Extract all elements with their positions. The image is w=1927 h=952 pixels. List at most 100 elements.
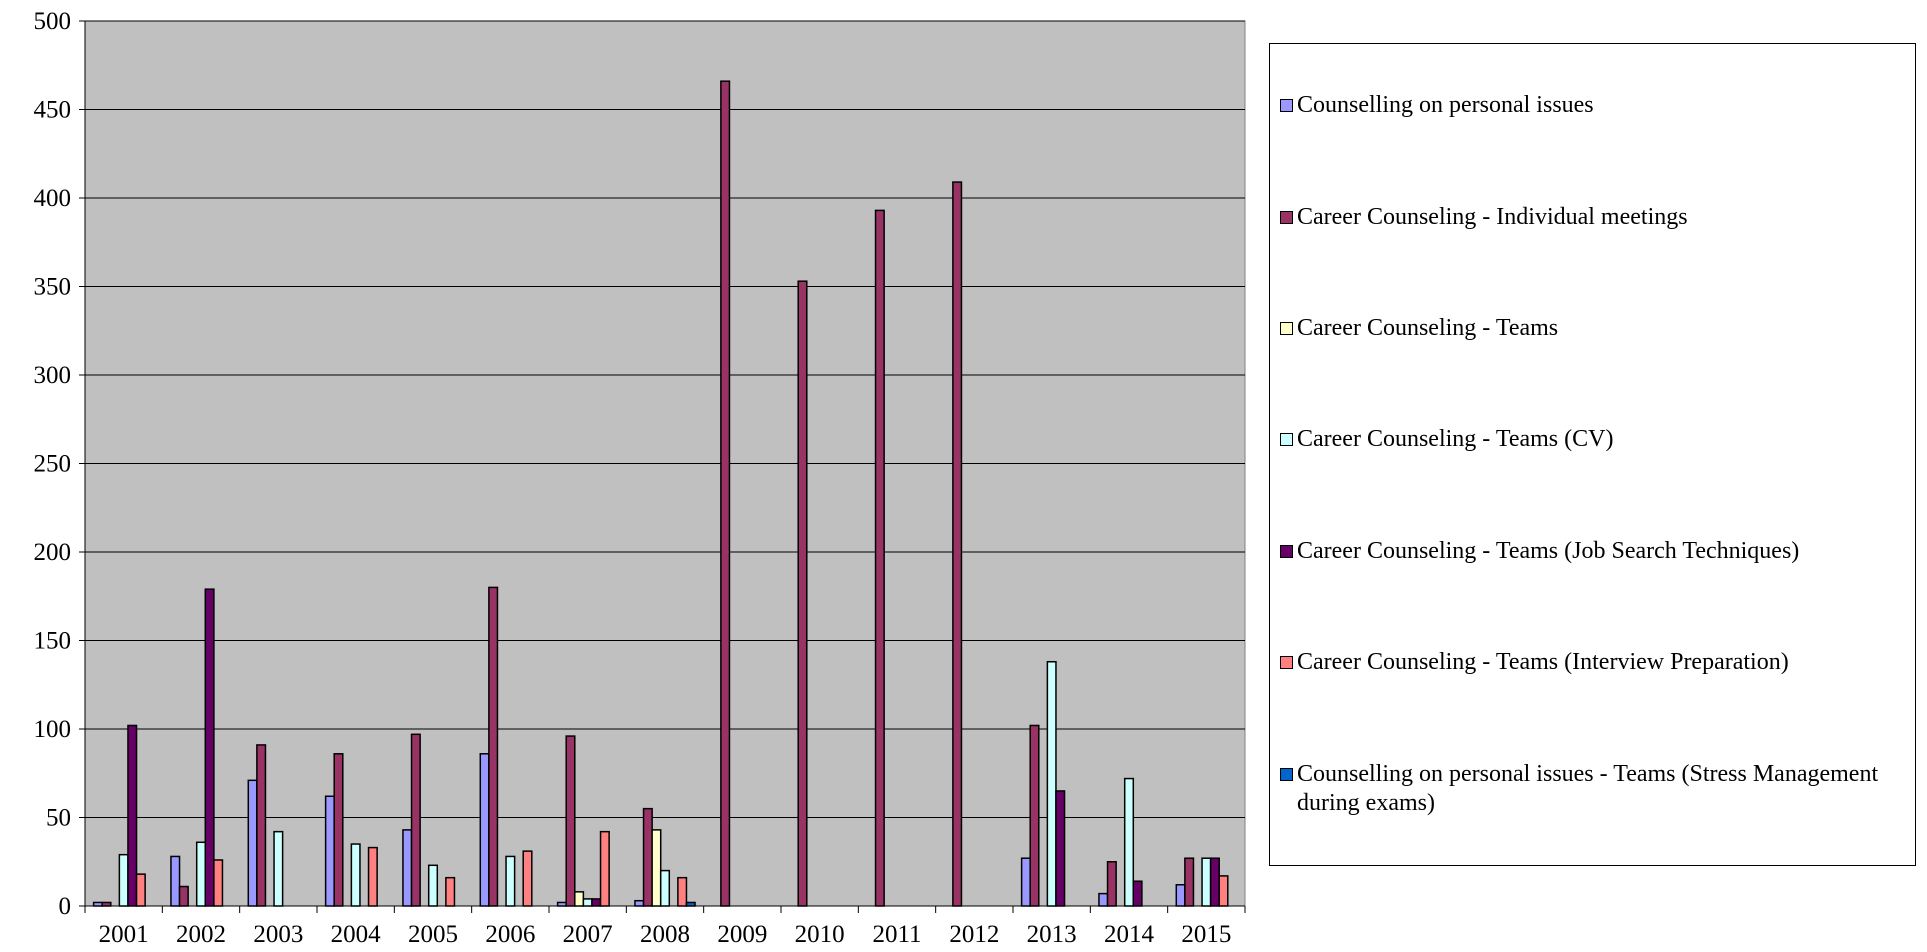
legend-item: Career Counseling - Teams (Job Search Te…	[1280, 537, 1907, 566]
bar	[101, 901, 112, 907]
legend-label: Career Counseling - Teams (Interview Pre…	[1297, 649, 1789, 676]
legend-label: Career Counseling - Teams	[1297, 315, 1559, 342]
legend-swatch	[1280, 767, 1293, 781]
bar	[1055, 790, 1066, 907]
legend-item: Counselling on personal issues	[1280, 91, 1907, 120]
x-tick-label: 2007	[563, 921, 613, 948]
x-tick-label: 2003	[253, 921, 303, 948]
bar	[565, 735, 576, 907]
bar	[127, 724, 138, 907]
bar	[642, 807, 653, 907]
x-tick-label: 2014	[1104, 921, 1155, 948]
x-tick-label: 2001	[99, 921, 149, 948]
bar	[599, 830, 610, 907]
legend-swatch	[1280, 433, 1293, 447]
y-tick-label: 400	[34, 185, 72, 212]
legend-item: Career Counseling - Teams	[1280, 314, 1907, 343]
legend: Counselling on personal issues Career Cou…	[1269, 43, 1916, 866]
x-tick-label: 2008	[640, 921, 690, 948]
y-tick-label: 50	[46, 805, 71, 832]
y-tick-label: 450	[34, 97, 72, 124]
legend-swatch	[1280, 322, 1293, 336]
legend-swatch	[1280, 99, 1293, 113]
legend-item: Career Counseling - Teams (Interview Pre…	[1280, 648, 1907, 677]
bar	[247, 779, 258, 907]
x-tick-label: 2004	[331, 921, 382, 948]
legend-label: Career Counseling - Teams (CV)	[1297, 426, 1614, 453]
bar	[505, 855, 516, 907]
bar	[170, 855, 181, 907]
bar	[659, 869, 671, 907]
bar	[256, 744, 267, 907]
bar	[582, 898, 593, 907]
legend-swatch	[1280, 210, 1293, 224]
y-tick-label: 350	[34, 274, 72, 301]
bar	[273, 830, 284, 907]
bar	[797, 280, 808, 907]
legend-item: Career Counseling - Teams (CV)	[1280, 425, 1907, 454]
bar	[1046, 660, 1057, 907]
bar	[720, 80, 731, 907]
bar	[213, 859, 224, 907]
bar	[118, 853, 129, 907]
bar	[1218, 875, 1229, 907]
bar	[677, 876, 688, 907]
bar	[1029, 724, 1040, 907]
x-tick-label: 2015	[1181, 921, 1231, 948]
bar	[178, 885, 189, 907]
bar	[204, 588, 215, 907]
bar	[574, 891, 585, 907]
legend-swatch	[1280, 544, 1293, 558]
bar	[195, 841, 207, 907]
legend-item: Career Counseling - Individual meetings	[1280, 203, 1907, 232]
bar	[685, 901, 696, 907]
bar	[1123, 777, 1135, 907]
bar	[333, 753, 344, 907]
bar	[350, 843, 361, 907]
bar	[874, 209, 885, 907]
bar	[1020, 857, 1031, 907]
y-tick-label: 200	[34, 539, 72, 566]
bar	[1098, 892, 1109, 907]
legend-label: Career Counseling - Individual meetings	[1297, 203, 1688, 230]
y-tick-label: 500	[34, 8, 72, 35]
legend-label: Counselling on personal issues - Teams (…	[1297, 760, 1879, 816]
bar	[634, 899, 645, 907]
legend-label: Counselling on personal issues	[1297, 92, 1594, 119]
bar	[651, 829, 662, 907]
x-tick-label: 2010	[795, 921, 845, 948]
bar	[488, 586, 499, 907]
bar	[1175, 884, 1186, 907]
bar	[445, 876, 456, 907]
bar	[92, 901, 103, 907]
legend-item: Counselling on personal issues - Teams (…	[1280, 760, 1907, 818]
bar	[952, 181, 963, 907]
bar	[1209, 857, 1220, 907]
bar	[556, 901, 567, 907]
bar	[427, 864, 439, 907]
legend-label: Career Counseling - Teams (Job Search Te…	[1297, 537, 1800, 564]
y-tick-label: 150	[34, 628, 72, 655]
bar	[1201, 857, 1212, 907]
bar	[324, 795, 335, 907]
y-tick-label: 100	[34, 716, 72, 743]
bar	[402, 829, 413, 907]
legend-swatch	[1280, 656, 1293, 670]
x-tick-label: 2005	[408, 921, 458, 948]
y-tick-label: 250	[34, 451, 72, 478]
x-tick-label: 2002	[176, 921, 226, 948]
bar	[135, 873, 146, 907]
bar	[591, 898, 602, 907]
bar	[1132, 880, 1143, 907]
bar	[1106, 861, 1117, 907]
bar	[410, 733, 421, 907]
y-tick-label: 300	[34, 362, 72, 389]
x-tick-label: 2009	[717, 921, 767, 948]
x-tick-label: 2006	[485, 921, 535, 948]
y-tick-label: 0	[59, 893, 72, 920]
bar	[1184, 857, 1195, 907]
bar	[522, 850, 533, 907]
bar	[367, 846, 378, 907]
x-tick-label: 2012	[949, 921, 999, 948]
